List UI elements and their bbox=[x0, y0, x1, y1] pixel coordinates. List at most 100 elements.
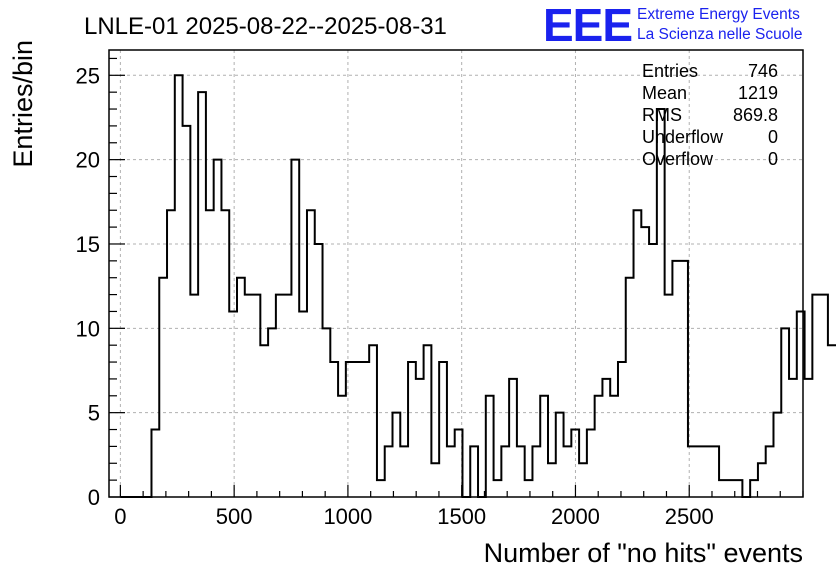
histogram-bin bbox=[206, 210, 214, 497]
histogram-bin bbox=[602, 379, 610, 497]
x-tick-label: 2500 bbox=[665, 504, 714, 529]
stats-value: 1219 bbox=[738, 83, 778, 103]
histogram-bin bbox=[470, 446, 478, 497]
histogram-bin bbox=[307, 210, 315, 497]
chart-title: LNLE-01 2025-08-22--2025-08-31 bbox=[84, 13, 447, 40]
histogram-bin bbox=[338, 396, 346, 497]
histogram-bin bbox=[704, 446, 712, 497]
y-axis-title: Entries/bin bbox=[8, 40, 38, 168]
histogram-bin bbox=[548, 463, 556, 497]
histogram-bin bbox=[431, 463, 439, 497]
histogram-bin bbox=[587, 430, 595, 497]
histogram-bin bbox=[812, 295, 820, 497]
histogram-bin bbox=[377, 480, 385, 497]
histogram-bin bbox=[649, 244, 657, 497]
histogram-bin bbox=[315, 244, 323, 497]
histogram-bin bbox=[773, 413, 781, 497]
histogram-bin bbox=[556, 413, 564, 497]
histogram-bin bbox=[214, 160, 222, 497]
histogram-bin bbox=[532, 446, 540, 497]
histogram-bin bbox=[369, 345, 377, 497]
stats-value: 0 bbox=[768, 127, 778, 147]
histogram-bin bbox=[719, 480, 727, 497]
histogram-bin bbox=[540, 396, 548, 497]
x-tick-label: 0 bbox=[114, 504, 126, 529]
histogram-bin bbox=[408, 362, 416, 497]
x-tick-label: 500 bbox=[216, 504, 253, 529]
stats-box: Entries 746 Mean 1219 RMS 869.8 Underflow 0 Over… bbox=[642, 61, 778, 169]
histogram-bin bbox=[229, 311, 237, 497]
histogram-bin bbox=[525, 480, 533, 497]
histogram-bin bbox=[641, 227, 649, 497]
histogram-bars bbox=[120, 74, 836, 498]
histogram-bin bbox=[167, 210, 175, 497]
histogram-bin bbox=[750, 480, 758, 497]
stats-label: Entries bbox=[642, 61, 698, 81]
y-axis-ticks: 0 5 10 15 20 25 bbox=[76, 57, 125, 510]
stats-value: 746 bbox=[748, 61, 778, 81]
histogram-bin bbox=[361, 362, 369, 497]
histogram-bin bbox=[501, 446, 509, 497]
histogram-bin bbox=[805, 379, 813, 497]
x-axis-ticks: 0 500 1000 1500 2000 2500 bbox=[114, 485, 804, 529]
histogram-bin bbox=[385, 446, 393, 497]
histogram-bin bbox=[198, 92, 206, 497]
histogram-bin bbox=[424, 345, 432, 497]
histogram-bin bbox=[439, 362, 447, 497]
histogram-bin bbox=[672, 261, 680, 497]
histogram-bin bbox=[183, 126, 191, 497]
histogram-bin bbox=[299, 311, 307, 497]
histogram-bin bbox=[579, 463, 587, 497]
histogram-step-line bbox=[120, 74, 836, 498]
histogram-bin bbox=[237, 278, 245, 497]
logo-line-1: Extreme Energy Events bbox=[637, 6, 800, 23]
x-tick-label: 2000 bbox=[551, 504, 600, 529]
stats-value: 0 bbox=[768, 149, 778, 169]
histogram-bin bbox=[447, 446, 455, 497]
histogram-bin bbox=[260, 345, 268, 497]
histogram-bin bbox=[400, 446, 408, 497]
histogram-bin bbox=[781, 328, 789, 497]
stats-label: Underflow bbox=[642, 127, 724, 147]
eee-logo: EEE Extreme Energy Events La Scienza nel… bbox=[543, 0, 802, 51]
histogram-bin bbox=[175, 75, 183, 497]
histogram-bin bbox=[680, 261, 688, 497]
histogram-bin bbox=[564, 446, 572, 497]
y-tick-label: 15 bbox=[76, 232, 100, 257]
histogram-bin bbox=[789, 379, 797, 497]
histogram-bin bbox=[626, 278, 634, 497]
histogram-bin bbox=[486, 396, 494, 497]
histogram-bin bbox=[330, 362, 338, 497]
histogram-bin bbox=[494, 480, 502, 497]
stats-value: 869.8 bbox=[733, 105, 778, 125]
histogram-bin bbox=[696, 446, 704, 497]
histogram-bin bbox=[190, 295, 198, 497]
histogram-bin bbox=[727, 480, 735, 497]
y-tick-label: 5 bbox=[88, 401, 100, 426]
logo-mark: EEE bbox=[543, 0, 632, 51]
histogram-bin bbox=[253, 295, 261, 497]
histogram-bin bbox=[354, 362, 362, 497]
histogram-bin bbox=[828, 345, 836, 497]
histogram-bin bbox=[735, 480, 743, 497]
x-tick-label: 1500 bbox=[437, 504, 486, 529]
x-tick-label: 1000 bbox=[323, 504, 372, 529]
histogram-bin bbox=[416, 379, 424, 497]
histogram-bin bbox=[268, 328, 276, 497]
histogram-bin bbox=[758, 463, 766, 497]
histogram-bin bbox=[245, 295, 253, 497]
histogram-bin bbox=[517, 446, 525, 497]
y-tick-label: 10 bbox=[76, 316, 100, 341]
y-tick-label: 20 bbox=[76, 148, 100, 173]
histogram-bin bbox=[323, 328, 331, 497]
histogram-bin bbox=[766, 446, 774, 497]
histogram-bin bbox=[159, 278, 167, 497]
plot-frame bbox=[108, 49, 804, 498]
histogram-bin bbox=[665, 295, 673, 497]
histogram-bin bbox=[346, 362, 354, 497]
histogram-bin bbox=[221, 210, 229, 497]
histogram-bin bbox=[509, 379, 517, 497]
stats-label: Mean bbox=[642, 83, 687, 103]
y-tick-label: 0 bbox=[88, 485, 100, 510]
